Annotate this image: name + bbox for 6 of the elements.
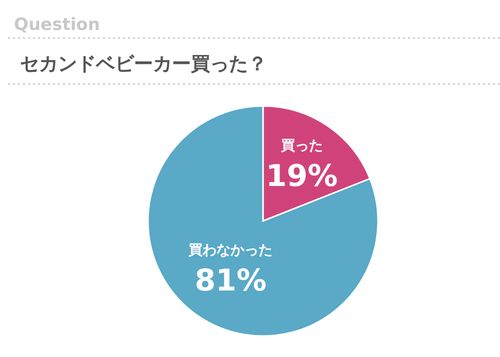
data-label: 81%: [194, 264, 267, 299]
slice-label: 買った: [280, 138, 323, 154]
data-label: 19%: [266, 158, 338, 194]
chart-title: セカンドベビーカー買った？: [20, 53, 267, 75]
slice-label: 買わなかった: [188, 242, 273, 259]
pie-slice: [147, 105, 379, 337]
